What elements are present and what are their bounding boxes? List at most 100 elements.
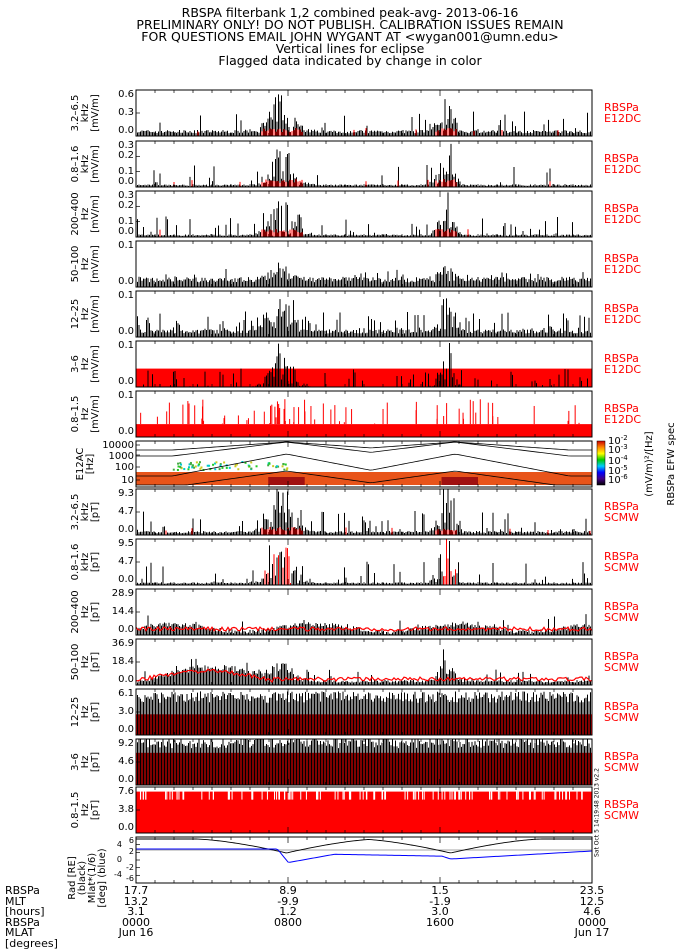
flag-spike [342, 787, 344, 800]
flag-spike [322, 403, 324, 425]
spectrogram-pixel [198, 463, 201, 466]
flag-spike [279, 787, 281, 800]
flag-spike [374, 787, 376, 800]
spectrogram-pixel [198, 461, 201, 464]
spectrogram-pixel [199, 467, 202, 470]
title-line: FOR QUESTIONS EMAIL JOHN WYGANT AT <wyga… [141, 29, 559, 44]
panel-8 [135, 440, 606, 488]
spectrogram-pixel [219, 463, 222, 466]
flag-spike [415, 787, 417, 800]
flag-spike [305, 787, 307, 800]
flag-spike [436, 418, 438, 425]
spectrogram-pixel [177, 462, 180, 465]
flag-spike [274, 406, 276, 425]
spectrogram-pixel [188, 463, 191, 466]
flag-spike [458, 408, 460, 425]
spectrogram-pixel [282, 463, 285, 466]
flag-spike [284, 787, 286, 800]
gyrofrequency-line-2 [136, 441, 592, 457]
flag-spike [533, 787, 535, 800]
flag-spike [529, 787, 531, 800]
flag-spike [446, 403, 448, 425]
spectrogram-pixel [212, 463, 215, 466]
flag-spike [441, 787, 443, 800]
panel-11 [135, 588, 593, 636]
spectrogram-pixel [193, 466, 196, 469]
flag-spike [166, 787, 168, 800]
flag-spike [453, 787, 455, 800]
flag-spike [345, 407, 347, 425]
flag-spike [407, 787, 409, 800]
flag-spike [568, 410, 570, 425]
flag-spike [273, 787, 275, 800]
spectrogram-pixel [250, 467, 253, 470]
flag-spike [171, 787, 173, 800]
flag-spike [578, 422, 580, 425]
flag-spike [529, 787, 531, 800]
flag-spike [300, 787, 302, 800]
flag-spike [266, 787, 268, 800]
panel-background [136, 90, 592, 136]
spectrogram-pixel [228, 466, 231, 469]
flag-spike [458, 787, 460, 800]
flagged-data [135, 668, 593, 684]
flag-spike [261, 787, 263, 800]
flag-spike [541, 787, 543, 800]
flag-spike [351, 409, 353, 425]
flag-spike [338, 421, 340, 425]
flag-spike [569, 787, 571, 800]
flagged-data [135, 625, 593, 632]
spectrogram-band-dark [441, 477, 478, 485]
spectrogram-pixel [221, 466, 224, 469]
flag-spike [404, 787, 406, 800]
flag-spike [304, 399, 306, 425]
flag-spike [223, 418, 225, 425]
spectrogram-pixel [189, 462, 192, 465]
flag-spike [252, 787, 254, 800]
spectrogram-band [136, 472, 592, 485]
flag-spike [212, 787, 214, 800]
spectrogram-pixel [180, 463, 183, 466]
flag-spike [241, 787, 243, 800]
flag-spike [359, 787, 361, 800]
panel-7 [135, 390, 593, 438]
spectrogram-pixel [284, 463, 287, 466]
flag-spike [228, 787, 230, 800]
y-tick-label: 0.3 [118, 107, 134, 118]
figure-title: RBSPA filterbank 1,2 combined peak-avg- … [0, 6, 700, 67]
flag-spike [168, 402, 170, 425]
panel-12 [135, 638, 593, 686]
gyrofrequency-line-3 [136, 453, 592, 477]
flag-spike [492, 402, 494, 425]
spectrogram-pixel [195, 461, 198, 464]
flag-spike [516, 787, 518, 800]
flag-spike [142, 787, 144, 800]
flag-spike [169, 787, 171, 800]
flag-spike [276, 401, 278, 425]
flag-spike [246, 420, 248, 425]
flag-spike [231, 787, 233, 800]
spectrogram-pixel [285, 468, 288, 471]
flag-spike [349, 787, 351, 800]
flag-spike [465, 787, 467, 800]
flag-spike [565, 787, 567, 800]
flag-spike [451, 787, 453, 800]
spectrogram-pixel [281, 465, 284, 468]
flag-spike [343, 787, 345, 800]
flag-spike [182, 404, 184, 425]
spectrogram-pixel [219, 464, 222, 467]
flag-spike [418, 787, 420, 800]
flag-spike [194, 405, 196, 425]
flag-spike [319, 787, 321, 800]
flag-spike [413, 787, 415, 800]
flag-spike [343, 422, 345, 425]
flag-spike [362, 787, 364, 800]
gyrofrequency-line-1 [136, 441, 592, 451]
flagged-fill [136, 791, 592, 833]
spectrogram-pixel [179, 462, 182, 465]
flag-spike [574, 405, 576, 425]
flag-spike [334, 787, 336, 800]
flag-spike [381, 787, 383, 800]
spectrogram-pixel [187, 468, 190, 471]
flag-spike [156, 416, 158, 425]
